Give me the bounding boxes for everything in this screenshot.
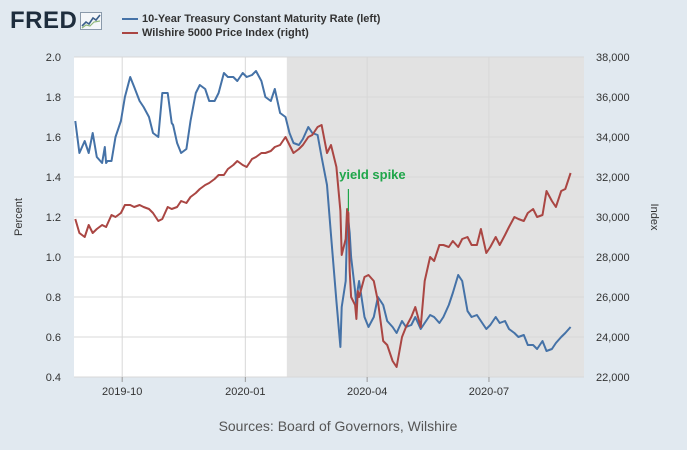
y-left-tick-label: 0.6 bbox=[46, 332, 61, 344]
y-right-tick-label: 36,000 bbox=[596, 92, 630, 104]
y-left-tick-label: 1.4 bbox=[46, 172, 61, 184]
y-right-tick-label: 32,000 bbox=[596, 172, 630, 184]
y-right-tick-label: 34,000 bbox=[596, 132, 630, 144]
legend-item-wilshire[interactable]: Wilshire 5000 Price Index (right) bbox=[122, 26, 380, 40]
series-line-wilshire bbox=[74, 124, 572, 368]
legend-label-treasury: 10-Year Treasury Constant Maturity Rate … bbox=[142, 13, 381, 25]
y-right-axis-title: Index bbox=[648, 204, 660, 231]
annotation-label: yield spike bbox=[339, 167, 405, 182]
y-right-tick-label: 28,000 bbox=[596, 252, 630, 264]
series-line-treasury bbox=[74, 70, 572, 352]
y-left-tick-label: 1.8 bbox=[46, 92, 61, 104]
y-right-tick-label: 22,000 bbox=[596, 372, 630, 384]
chart-source-note: Sources: Board of Governors, Wilshire bbox=[218, 418, 458, 434]
x-tick-label: 2020-04 bbox=[347, 386, 387, 398]
fred-logo-text: FRED bbox=[10, 7, 78, 34]
y-right-tick-label: 26,000 bbox=[596, 292, 630, 304]
y-left-tick-label: 1.2 bbox=[46, 212, 61, 224]
y-left-tick-label: 1.0 bbox=[46, 252, 61, 264]
legend-item-treasury[interactable]: 10-Year Treasury Constant Maturity Rate … bbox=[122, 12, 380, 26]
y-left-axis-title: Percent bbox=[13, 198, 25, 236]
y-right-tick-label: 38,000 bbox=[596, 52, 630, 64]
y-left-tick-label: 0.8 bbox=[46, 292, 61, 304]
y-left-tick-label: 2.0 bbox=[46, 52, 61, 64]
legend-swatch-wilshire bbox=[122, 32, 138, 34]
legend-label-wilshire: Wilshire 5000 Price Index (right) bbox=[142, 27, 309, 39]
x-tick-label: 2020-07 bbox=[469, 386, 509, 398]
x-tick-label: 2019-10 bbox=[102, 386, 142, 398]
legend-swatch-treasury bbox=[122, 18, 138, 20]
y-left-tick-label: 1.6 bbox=[46, 132, 61, 144]
trend-line-chart-icon bbox=[80, 12, 103, 30]
y-right-tick-label: 24,000 bbox=[596, 332, 630, 344]
y-right-tick-label: 30,000 bbox=[596, 212, 630, 224]
x-tick-label: 2020-01 bbox=[225, 386, 265, 398]
fred-logo[interactable]: FRED bbox=[10, 7, 103, 34]
chart-legend: 10-Year Treasury Constant Maturity Rate … bbox=[122, 12, 380, 40]
y-left-tick-label: 0.4 bbox=[46, 372, 61, 384]
